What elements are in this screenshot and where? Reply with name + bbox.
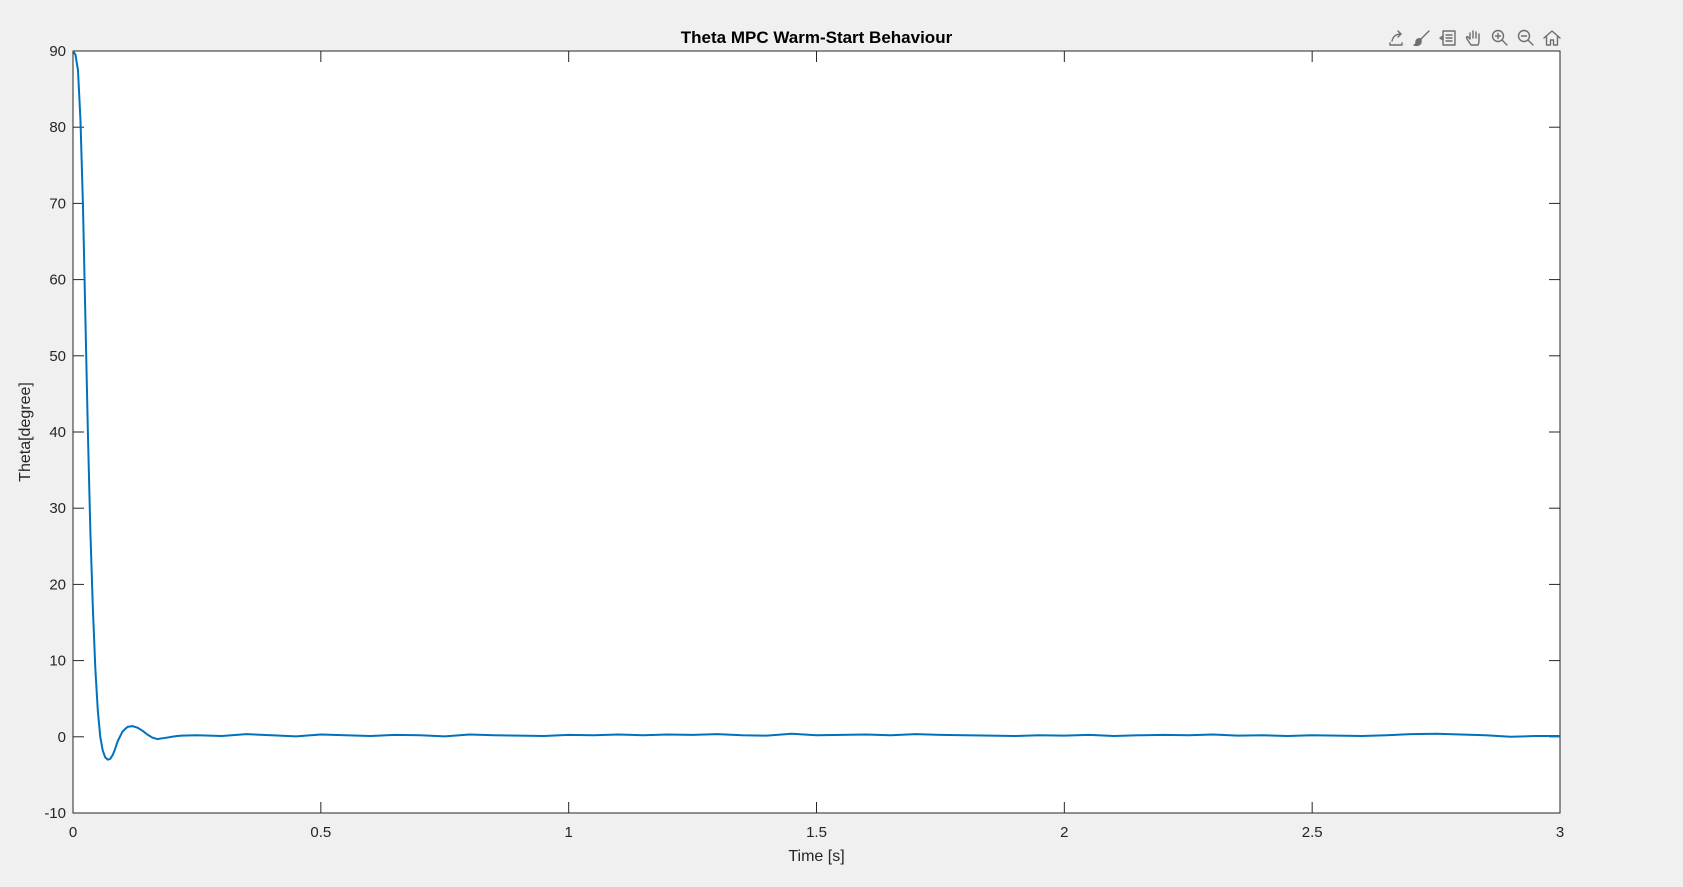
y-tick-label: 30 <box>49 500 66 517</box>
home-button[interactable] <box>1540 26 1564 50</box>
y-tick-label: -10 <box>44 805 66 822</box>
x-tick-label: 3 <box>1556 824 1564 841</box>
y-tick-label: 40 <box>49 424 66 441</box>
y-tick-label: 60 <box>49 272 66 289</box>
pan-icon <box>1465 30 1480 46</box>
y-tick-label: 70 <box>49 195 66 212</box>
tick-marks <box>72 50 1561 814</box>
home-icon <box>1543 30 1561 46</box>
y-tick-label: 90 <box>49 43 66 60</box>
y-axis-label: Theta[degree] <box>17 382 34 482</box>
x-tick-label: 2 <box>1060 824 1068 841</box>
plot-area[interactable] <box>73 51 1560 761</box>
export-icon <box>1389 30 1403 46</box>
zoom-out-button[interactable] <box>1514 26 1538 50</box>
brush-button[interactable] <box>1410 26 1434 50</box>
y-tick-label: 80 <box>49 119 66 136</box>
datatip-icon <box>1439 30 1456 46</box>
chart-title: Theta MPC Warm-Start Behaviour <box>681 28 953 47</box>
brush-icon <box>1413 30 1430 47</box>
axes-toolbar <box>1384 25 1564 51</box>
y-tick-label: 10 <box>49 653 66 670</box>
x-tick-label: 1 <box>564 824 572 841</box>
x-tick-label: 1.5 <box>806 824 827 841</box>
x-tick-label: 0.5 <box>310 824 331 841</box>
export-button[interactable] <box>1384 26 1408 50</box>
zoom-in-button[interactable] <box>1488 26 1512 50</box>
zoom-in-icon <box>1491 29 1508 46</box>
series-line-theta[interactable] <box>73 51 1560 761</box>
x-axis-label: Time [s] <box>788 848 844 865</box>
y-tick-label: 0 <box>58 729 66 746</box>
axes-box[interactable] <box>72 50 1561 814</box>
y-tick-label: 20 <box>49 576 66 593</box>
pan-button[interactable] <box>1462 26 1486 50</box>
datatip-button[interactable] <box>1436 26 1460 50</box>
x-tick-label: 2.5 <box>1302 824 1323 841</box>
y-tick-label: 50 <box>49 348 66 365</box>
x-tick-label: 0 <box>69 824 77 841</box>
zoom-out-icon <box>1517 29 1534 46</box>
